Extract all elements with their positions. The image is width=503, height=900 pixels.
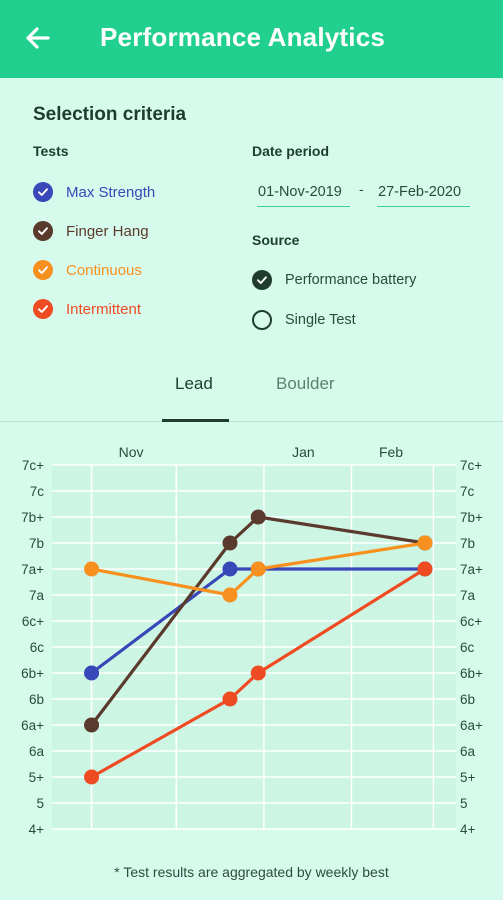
y-tick-label-left: 5+: [29, 770, 45, 785]
checkmark-icon: [33, 299, 53, 319]
tab-lead[interactable]: Lead: [175, 374, 213, 393]
empty-circle-icon: [252, 310, 272, 330]
y-tick-label-right: 7b+: [460, 510, 483, 525]
checkmark-icon: [33, 182, 53, 202]
y-tick-label-right: 7a+: [460, 562, 483, 577]
tests-label: Tests: [33, 143, 69, 159]
date-period-label: Date period: [252, 143, 330, 159]
y-tick-label-right: 5: [460, 796, 468, 811]
data-point-finger-hang: [222, 535, 238, 551]
y-tick-label-right: 7b: [460, 536, 475, 551]
data-point-continuous: [250, 561, 266, 577]
y-tick-label-left: 5: [36, 796, 44, 811]
y-tick-label-right: 7c+: [460, 458, 482, 473]
footnote: * Test results are aggregated by weekly …: [114, 864, 389, 880]
app-bar: Performance Analytics: [0, 0, 503, 78]
date-separator: -: [359, 181, 364, 197]
lead-chart-svg: 4+ 4+ 5 5 5+ 5+ 6a 6a 6a+ 6a+ 6b 6b 6b+ 6b+ 6c 6c 6c+ 6c+…: [21, 444, 483, 837]
y-tick-label-right: 6c: [460, 640, 475, 655]
y-tick-label-left: 7c: [30, 484, 45, 499]
test-item-max-strength[interactable]: Max Strength: [33, 179, 155, 205]
checked-circle-icon: [252, 270, 272, 290]
y-tick-label-right: 7c: [460, 484, 475, 499]
y-tick-label-right: 6b+: [460, 666, 483, 681]
source-option-label: Performance battery: [285, 272, 417, 288]
data-point-intermittent: [222, 691, 238, 707]
y-tick-label-left: 7b: [29, 536, 44, 551]
data-point-finger-hang: [250, 509, 266, 525]
x-tick-label: Nov: [119, 444, 144, 460]
series-line-continuous: [91, 541, 426, 597]
y-tick-label-right: 5+: [460, 770, 476, 785]
source-option-performance-battery[interactable]: Performance battery: [252, 268, 416, 292]
lead-chart: 4+ 4+ 5 5 5+ 5+ 6a 6a 6a+ 6a+ 6b 6b 6b+ 6b+ 6c 6c 6c+ 6c+…: [0, 425, 503, 845]
y-tick-label-left: 6b+: [21, 666, 44, 681]
data-point-intermittent: [250, 665, 266, 681]
data-point-max-strength: [222, 561, 238, 577]
y-tick-label-left: 7c+: [22, 458, 44, 473]
data-point-continuous: [417, 535, 433, 551]
x-tick-label: Jan: [292, 444, 315, 460]
data-point-continuous: [84, 561, 100, 577]
series-line-max-strength: [90, 567, 425, 675]
y-tick-label-right: 6a: [460, 744, 476, 759]
checkmark-icon: [33, 260, 53, 280]
tab-boulder[interactable]: Boulder: [276, 374, 335, 393]
y-tick-label-left: 6c: [30, 640, 45, 655]
page-title: Performance Analytics: [100, 22, 386, 52]
y-tick-label-left: 6c+: [22, 614, 44, 629]
date-from-field[interactable]: 01-Nov-2019: [257, 180, 350, 207]
data-point-finger-hang: [84, 717, 100, 733]
test-item-finger-hang[interactable]: Finger Hang: [33, 218, 149, 244]
data-point-max-strength: [84, 665, 100, 681]
y-tick-label-left: 4+: [29, 822, 45, 837]
source-option-label: Single Test: [285, 312, 356, 328]
y-tick-label-left: 6a: [29, 744, 45, 759]
test-item-label: Max Strength: [66, 183, 156, 201]
test-item-label: Continuous: [66, 261, 142, 279]
y-tick-label-right: 6b: [460, 692, 475, 707]
data-point-intermittent: [84, 769, 100, 785]
y-tick-label-right: 6c+: [460, 614, 482, 629]
y-tick-label-left: 6a+: [21, 718, 44, 733]
y-tick-label-left: 6b: [29, 692, 44, 707]
series-line-intermittent: [90, 567, 426, 779]
y-tick-label-right: 7a: [460, 588, 476, 603]
date-to-field[interactable]: 27-Feb-2020: [377, 180, 470, 207]
test-item-intermittent[interactable]: Intermittent: [33, 296, 141, 322]
data-point-continuous: [222, 587, 238, 603]
tab-divider: [0, 421, 503, 422]
y-tick-label-right: 4+: [460, 822, 476, 837]
x-tick-label: Feb: [379, 444, 403, 460]
test-item-label: Intermittent: [66, 300, 142, 318]
test-item-label: Finger Hang: [66, 222, 149, 240]
data-point-intermittent: [417, 561, 433, 577]
y-tick-label-left: 7a+: [21, 562, 44, 577]
source-label: Source: [252, 232, 300, 248]
source-option-single-test[interactable]: Single Test: [252, 308, 356, 332]
selection-criteria-title: Selection criteria: [33, 104, 187, 125]
arrow-left-icon[interactable]: [22, 22, 54, 54]
y-tick-label-right: 6a+: [460, 718, 483, 733]
tab-active-indicator: [162, 419, 229, 422]
y-tick-label-left: 7a: [29, 588, 45, 603]
checkmark-icon: [33, 221, 53, 241]
series-line-finger-hang: [90, 515, 426, 726]
test-item-continuous[interactable]: Continuous: [33, 257, 142, 283]
y-tick-label-left: 7b+: [21, 510, 44, 525]
